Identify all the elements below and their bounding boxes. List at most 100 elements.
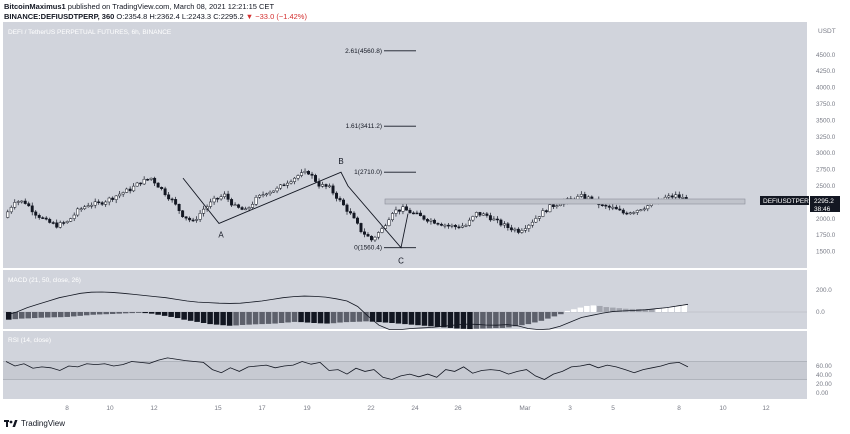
candle-up xyxy=(107,197,111,203)
candle-down xyxy=(44,217,48,220)
macd-histogram-bar xyxy=(226,312,233,326)
candle-up xyxy=(202,208,206,214)
macd-histogram-bar xyxy=(38,312,44,318)
macd-histogram-bar xyxy=(324,312,330,324)
candle-up xyxy=(83,206,87,210)
fib-level-label: 1.61(3411.2) xyxy=(346,123,382,130)
close-value: C:2295.2 xyxy=(213,12,244,21)
price-tick-label: 4500.0 xyxy=(816,52,836,59)
candle-down xyxy=(621,209,625,214)
macd-histogram-bar xyxy=(90,312,96,315)
candle-up xyxy=(79,208,83,211)
macd-histogram-bar xyxy=(77,312,83,316)
candle-down xyxy=(495,218,499,221)
candle-up xyxy=(558,204,562,206)
macd-line xyxy=(5,291,689,331)
candle-down xyxy=(23,200,27,204)
rsi-tick-label: 0.00 xyxy=(816,390,829,397)
swing-label-a: A xyxy=(218,230,224,239)
candle-down xyxy=(282,184,286,187)
macd-histogram-bar xyxy=(103,312,109,315)
candle-up xyxy=(471,216,475,221)
macd-histogram-bar xyxy=(441,312,447,328)
macd-histogram-bar xyxy=(317,312,324,324)
candle-up xyxy=(20,200,24,203)
candle-up xyxy=(65,221,69,223)
candle-down xyxy=(34,211,38,216)
candle-up xyxy=(628,212,632,215)
macd-histogram-bar xyxy=(44,312,51,318)
candle-up xyxy=(149,177,153,180)
macd-histogram-bar xyxy=(662,307,668,312)
abc-wave-line xyxy=(182,171,409,249)
price-tick-label: 1750.0 xyxy=(816,232,836,239)
chart-canvas[interactable]: 1500.0 1750.0 2000.0 22 5 0.0 2500.0 2750.0 3000… xyxy=(0,22,850,418)
price-tick-label: 4000.0 xyxy=(816,85,836,92)
candle-up xyxy=(289,181,293,184)
open-value: O:2354.8 xyxy=(116,12,148,21)
date-tick-label: 22 xyxy=(367,405,375,412)
macd-histogram-bar xyxy=(590,305,597,312)
symbol-tag xyxy=(760,196,809,205)
symbol-text: BINANCE:DEFIUSDTPERP, 360 xyxy=(4,12,115,21)
macd-histogram-bar xyxy=(142,312,148,314)
candle-up xyxy=(114,195,118,200)
candle-up xyxy=(6,211,10,218)
macd-histogram-bar xyxy=(311,312,317,323)
macd-histogram-bar xyxy=(285,312,291,323)
macd-histogram-bar xyxy=(356,312,363,322)
candle-down xyxy=(128,188,132,192)
candle-down xyxy=(342,199,345,206)
price-axis xyxy=(807,22,850,268)
macd-histogram-bar xyxy=(207,312,213,325)
candle-up xyxy=(72,214,76,219)
macd-histogram-bar xyxy=(252,312,259,325)
price-tick-label: 2750.0 xyxy=(816,167,836,174)
candle-down xyxy=(163,188,167,196)
candle-up xyxy=(195,219,199,221)
candle-down xyxy=(181,210,185,218)
macd-histogram-bar xyxy=(402,312,408,325)
date-tick-label: Mar xyxy=(519,405,531,412)
macd-histogram-bar xyxy=(109,312,116,314)
macd-histogram-bar xyxy=(233,312,239,326)
macd-histogram-bar xyxy=(25,312,32,319)
candle-up xyxy=(502,223,506,226)
candle-up xyxy=(76,208,80,216)
candle-up xyxy=(104,201,108,205)
candle-down xyxy=(359,223,363,233)
time-axis-labels: 8 10 12 15 17 19 22 24 26 Mar 3 5 8 10 12 xyxy=(65,405,770,412)
candle-up xyxy=(9,207,13,213)
macd-histogram-bar xyxy=(213,312,220,325)
candle-down xyxy=(62,222,66,224)
candle-up xyxy=(548,204,552,213)
candle-up xyxy=(579,194,583,197)
candle-up xyxy=(272,190,276,193)
price-tick-label: 2500.0 xyxy=(816,183,836,190)
macd-histogram-bar xyxy=(480,312,486,329)
macd-histogram-bar xyxy=(382,312,389,323)
candle-up xyxy=(523,228,527,231)
candle-down xyxy=(356,217,359,224)
candle-up xyxy=(209,201,213,207)
macd-histogram-bar xyxy=(70,312,77,317)
candle-up xyxy=(93,201,97,206)
candle-up xyxy=(443,224,447,227)
macd-histogram-bar xyxy=(272,312,278,324)
candle-down xyxy=(600,204,604,207)
candle-up xyxy=(667,195,671,198)
candle-up xyxy=(254,196,258,205)
candle-down xyxy=(111,197,115,200)
rsi-tick-label: 20.00 xyxy=(816,381,832,388)
macd-histogram-bar xyxy=(350,312,356,322)
low-value: L:2243.3 xyxy=(181,12,212,21)
candle-down xyxy=(485,213,489,216)
candle-down xyxy=(352,212,356,219)
author-name: BitcoinMaximus1 xyxy=(4,2,66,11)
macd-histogram-bar xyxy=(655,308,662,312)
candle-up xyxy=(303,171,307,173)
macd-histogram-bar xyxy=(181,312,187,320)
candle-down xyxy=(408,209,412,214)
candle-up xyxy=(198,213,202,220)
candle-up xyxy=(537,216,541,219)
